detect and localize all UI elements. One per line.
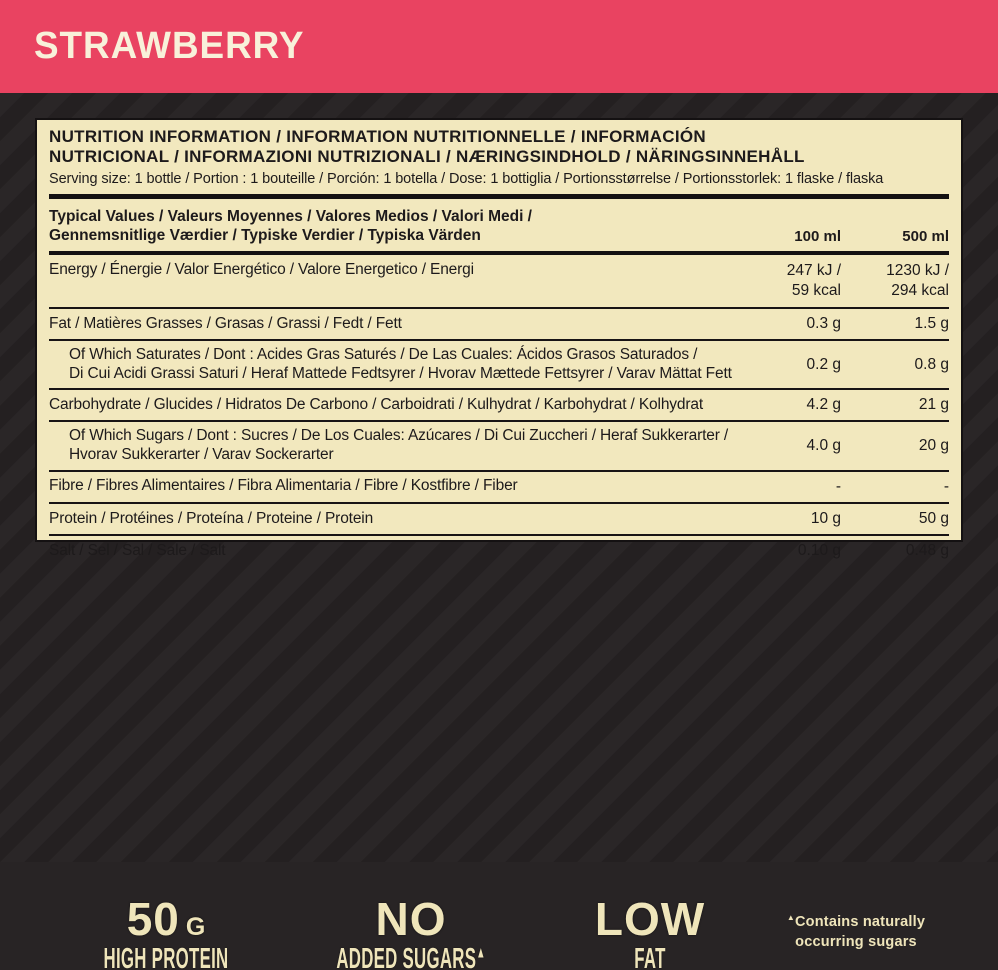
row-label: Carbohydrate / Glucides / Hidratos De Ca… <box>49 396 704 414</box>
row-value-100ml: 247 kJ / 59 kcal <box>786 261 841 299</box>
triangle-footnote-marker: ▲ <box>786 913 795 923</box>
table-row-energy: Energy / Énergie / Valor Energético / Va… <box>49 255 949 309</box>
claim-no-added-sugars: NO ADDED SUGARS▲ <box>282 896 540 970</box>
row-value-100ml: 0.3 g <box>806 314 841 332</box>
divider-thick <box>49 193 949 199</box>
footnote-text: Contains naturally occurring sugars <box>795 914 926 950</box>
table-row-fat: Fat / Matières Grasses / Grasas / Grassi… <box>49 309 949 342</box>
row-label: Salt / Sel / Sal / Sale / Salt <box>49 541 226 559</box>
row-label: Fat / Matières Grasses / Grasas / Grassi… <box>49 314 402 332</box>
claim-value: LOW <box>595 896 705 942</box>
claim-number: 50 <box>126 893 180 945</box>
bottom-band <box>0 862 998 970</box>
table-row-salt: Salt / Sel / Sal / Sale / Salt 0.10 g 0.… <box>49 536 949 565</box>
row-value-100ml: 4.2 g <box>806 396 841 414</box>
claim-subtitle: FAT <box>634 943 666 970</box>
row-label: Energy / Énergie / Valor Energético / Va… <box>49 260 474 278</box>
row-label: Of Which Saturates / Dont : Acides Gras … <box>69 346 732 382</box>
claim-subtitle-text: ADDED SUGARS <box>336 943 477 970</box>
triangle-footnote-marker: ▲ <box>476 944 486 962</box>
claim-word: LOW <box>594 893 706 945</box>
row-label: Of Which Sugars / Dont : Sucres / De Los… <box>69 427 729 463</box>
flavor-title: STRAWBERRY <box>34 25 305 67</box>
divider-medium <box>49 250 949 255</box>
row-value-100ml: 0.2 g <box>806 355 841 373</box>
row-value-500ml: 0.48 g <box>905 541 949 559</box>
claim-subtitle: HIGH PROTEIN <box>103 943 229 970</box>
row-value-500ml: 50 g <box>918 509 949 527</box>
row-value-100ml: 10 g <box>810 509 841 527</box>
table-header: Typical Values / Valeurs Moyennes / Valo… <box>49 207 949 246</box>
table-row-protein: Protein / Protéines / Proteína / Protein… <box>49 504 949 536</box>
column-header-500ml: 500 ml <box>902 227 949 245</box>
row-value-500ml: 1230 kJ / 294 kcal <box>886 261 949 299</box>
serving-size-line: Serving size: 1 bottle / Portion : 1 bou… <box>49 170 884 187</box>
flavor-banner: STRAWBERRY <box>0 0 998 93</box>
claim-high-protein: 50 G HIGH PROTEIN <box>58 896 273 970</box>
table-row-saturates: Of Which Saturates / Dont : Acides Gras … <box>49 341 949 391</box>
claim-subtitle: ADDED SUGARS▲ <box>336 945 485 970</box>
claim-value: NO <box>282 896 540 942</box>
row-value-500ml: 21 g <box>918 396 949 414</box>
claim-word: NO <box>375 893 447 945</box>
table-row-carbohydrate: Carbohydrate / Glucides / Hidratos De Ca… <box>49 390 949 423</box>
nutrition-panel: NUTRITION INFORMATION / INFORMATION NUTR… <box>35 118 963 559</box>
row-value-500ml: 1.5 g <box>914 314 949 332</box>
claim-low-fat: LOW FAT <box>595 896 705 970</box>
row-label: Fibre / Fibres Alimentaires / Fibra Alim… <box>49 477 518 495</box>
claim-unit: G <box>185 913 206 941</box>
row-value-100ml: 4.0 g <box>806 436 841 454</box>
row-value-500ml: 20 g <box>918 436 949 454</box>
nutrition-title: NUTRITION INFORMATION / INFORMATION NUTR… <box>49 127 805 167</box>
column-header-100ml: 100 ml <box>794 227 841 245</box>
row-value-500ml: 0.8 g <box>914 355 949 373</box>
row-value-100ml: 0.10 g <box>797 541 841 559</box>
table-row-fibre: Fibre / Fibres Alimentaires / Fibra Alim… <box>49 472 949 504</box>
typical-values-label: Typical Values / Valeurs Moyennes / Valo… <box>49 207 532 245</box>
row-value-500ml: - <box>943 477 949 495</box>
table-row-sugars: Of Which Sugars / Dont : Sucres / De Los… <box>49 422 949 472</box>
row-value-100ml: - <box>835 477 841 495</box>
row-label: Protein / Protéines / Proteína / Protein… <box>49 509 374 527</box>
claim-value: 50 G <box>58 896 273 942</box>
sugars-footnote: ▲Contains naturally occurring sugars <box>787 913 925 952</box>
